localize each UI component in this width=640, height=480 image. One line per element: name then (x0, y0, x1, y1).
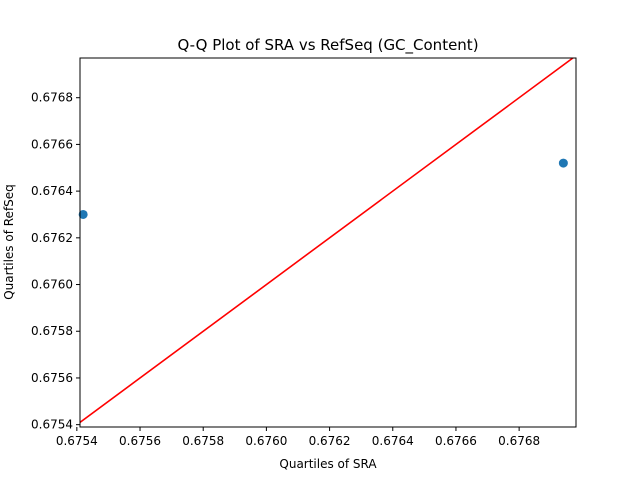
x-tick-label: 0.6768 (498, 434, 540, 448)
y-axis-label: Quartiles of RefSeq (2, 184, 16, 300)
chart-title: Q-Q Plot of SRA vs RefSeq (GC_Content) (177, 36, 478, 55)
plot-area (78, 58, 575, 424)
data-point-2 (558, 158, 568, 168)
x-tick-label: 0.6762 (309, 434, 351, 448)
x-tick-label: 0.6756 (119, 434, 161, 448)
x-axis-ticks: 0.6754 0.6756 0.6758 0.6760 0.6762 0.6764 0.67… (56, 427, 540, 448)
y-axis-ticks: 0.6754 0.6756 0.6758 0.6760 0.6762 0.6764 0.67… (31, 91, 80, 432)
y-tick-label: 0.6762 (31, 231, 73, 245)
x-tick-label: 0.6760 (245, 434, 287, 448)
y-tick-label: 0.6756 (31, 371, 73, 385)
data-point-1 (78, 209, 88, 219)
x-tick-label: 0.6766 (435, 434, 477, 448)
plot-frame (79, 57, 577, 428)
x-tick-label: 0.6754 (56, 434, 98, 448)
y-tick-label: 0.6766 (31, 137, 73, 151)
y-tick-label: 0.6760 (31, 278, 73, 292)
y-tick-label: 0.6758 (31, 324, 73, 338)
y-tick-label: 0.6764 (31, 184, 73, 198)
y-tick-label: 0.6768 (31, 91, 73, 105)
x-tick-label: 0.6764 (372, 434, 414, 448)
reference-line (80, 58, 575, 424)
x-tick-label: 0.6758 (182, 434, 224, 448)
x-axis-label: Quartiles of SRA (279, 457, 377, 471)
y-tick-label: 0.6754 (31, 418, 73, 432)
